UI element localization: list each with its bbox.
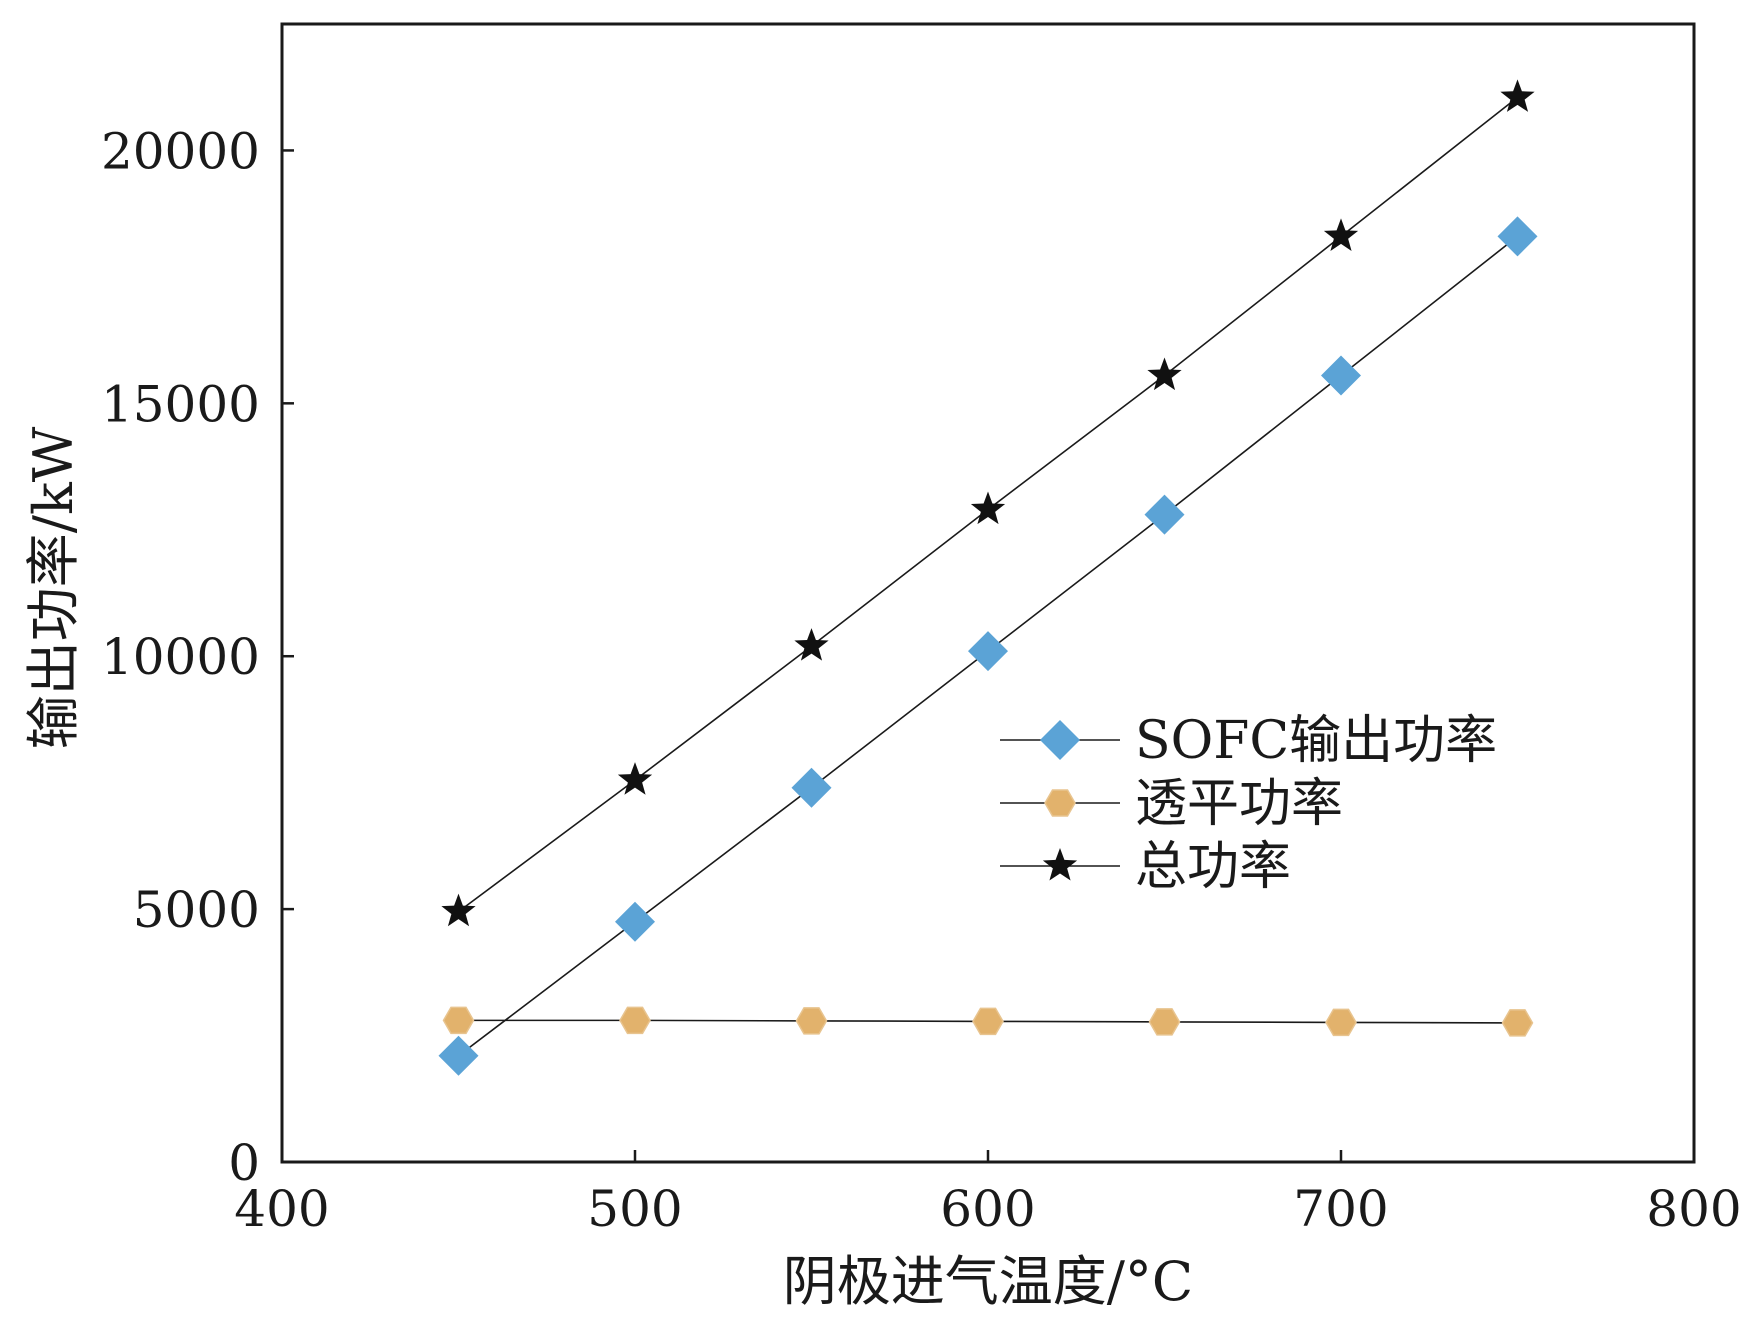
data-point-turbine bbox=[1148, 1008, 1181, 1036]
series-turbine bbox=[442, 1006, 1534, 1037]
data-point-total bbox=[617, 762, 653, 795]
legend-label-sofc: SOFC输出功率 bbox=[1135, 711, 1497, 771]
data-point-total bbox=[970, 491, 1006, 525]
data-point-total bbox=[1323, 218, 1359, 251]
series-layer bbox=[438, 79, 1538, 1076]
y-tick-label: 5000 bbox=[133, 881, 260, 939]
legend-marker-total bbox=[1042, 848, 1078, 881]
data-point-turbine bbox=[442, 1006, 475, 1035]
y-tick-label: 20000 bbox=[101, 122, 260, 180]
y-tick-label: 10000 bbox=[101, 628, 260, 686]
legend-item-sofc: SOFC输出功率 bbox=[1000, 711, 1497, 771]
data-point-sofc bbox=[968, 631, 1008, 672]
x-axis-title: 阴极进气温度/°C bbox=[783, 1250, 1194, 1313]
y-tick-label: 15000 bbox=[101, 375, 260, 433]
x-tick-label: 800 bbox=[1646, 1180, 1741, 1238]
x-tick-label: 700 bbox=[1293, 1180, 1388, 1238]
tick-layer: 400 500 600 700 800 0 5000 10000 15000 20000 bbox=[101, 122, 1742, 1238]
x-tick-label: 400 bbox=[234, 1180, 329, 1238]
series-total bbox=[441, 79, 1535, 927]
legend-marker-turbine bbox=[1044, 789, 1076, 817]
legend-label-total: 总功率 bbox=[1135, 837, 1291, 897]
data-point-sofc bbox=[1144, 494, 1185, 535]
data-point-sofc bbox=[615, 901, 655, 942]
data-point-sofc bbox=[1497, 216, 1538, 257]
data-point-turbine bbox=[972, 1007, 1004, 1036]
legend-marker-sofc bbox=[1040, 720, 1080, 760]
data-point-turbine bbox=[795, 1007, 828, 1035]
data-point-sofc bbox=[791, 767, 832, 808]
data-point-sofc bbox=[438, 1035, 479, 1076]
x-tick-label: 600 bbox=[940, 1180, 1035, 1238]
legend: SOFC输出功率 透平功率 总功率 bbox=[1000, 711, 1497, 897]
x-tick-label: 500 bbox=[587, 1180, 682, 1238]
data-point-total bbox=[794, 628, 829, 661]
y-axis-title: 输出功率/kW bbox=[22, 426, 85, 749]
plot-area-frame bbox=[280, 22, 1696, 1164]
series-sofc bbox=[438, 216, 1538, 1076]
y-tick-label: 0 bbox=[228, 1134, 260, 1192]
data-point-total bbox=[1500, 79, 1535, 112]
legend-item-turbine: 透平功率 bbox=[1000, 774, 1343, 834]
data-point-turbine bbox=[1501, 1009, 1534, 1037]
data-point-total bbox=[1147, 357, 1182, 391]
data-point-turbine bbox=[1325, 1008, 1357, 1037]
data-point-turbine bbox=[619, 1006, 651, 1035]
data-point-total bbox=[441, 893, 476, 927]
legend-label-turbine: 透平功率 bbox=[1135, 774, 1343, 834]
data-point-sofc bbox=[1321, 355, 1361, 396]
legend-item-total: 总功率 bbox=[1000, 837, 1291, 897]
